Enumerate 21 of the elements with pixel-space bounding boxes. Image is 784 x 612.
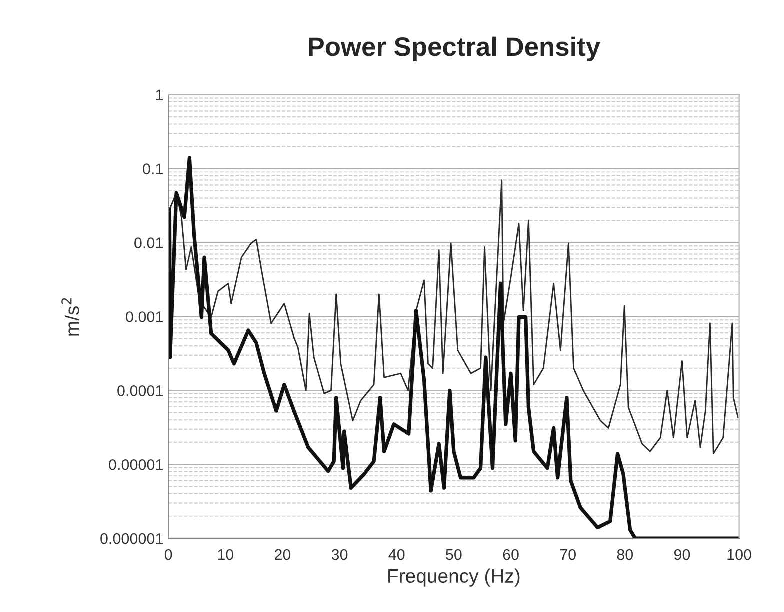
x-tick-label: 0 — [164, 549, 172, 560]
x-tick-label: 20 — [274, 549, 291, 560]
y-tick-label: 0.0001 — [118, 386, 163, 396]
y-tick-label: 0.1 — [143, 164, 163, 174]
y-axis-title: m/s$^{2}$ — [62, 298, 80, 336]
x-tick-label: 40 — [388, 549, 405, 560]
y-tick-label: 0.000001 — [100, 533, 163, 544]
x-tick-label: 80 — [617, 549, 634, 560]
y-tick-label: 0.00001 — [109, 459, 163, 470]
x-tick-label: 100 — [728, 549, 752, 560]
x-tick-label: 90 — [674, 549, 690, 560]
x-axis-title: Frequency (Hz) — [388, 568, 520, 587]
y-tick-label: 1 — [156, 90, 163, 100]
x-tick-label: 30 — [332, 549, 348, 560]
x-tick-label: 70 — [560, 549, 576, 560]
x-tick-label: 50 — [446, 549, 462, 560]
y-tick-label: 0.01 — [134, 238, 163, 248]
x-tick-label: 10 — [218, 549, 234, 560]
chart-title: Power Spectral Density — [309, 36, 600, 62]
x-tick-label: 60 — [503, 549, 519, 560]
y-tick-label: 0.001 — [126, 312, 163, 322]
